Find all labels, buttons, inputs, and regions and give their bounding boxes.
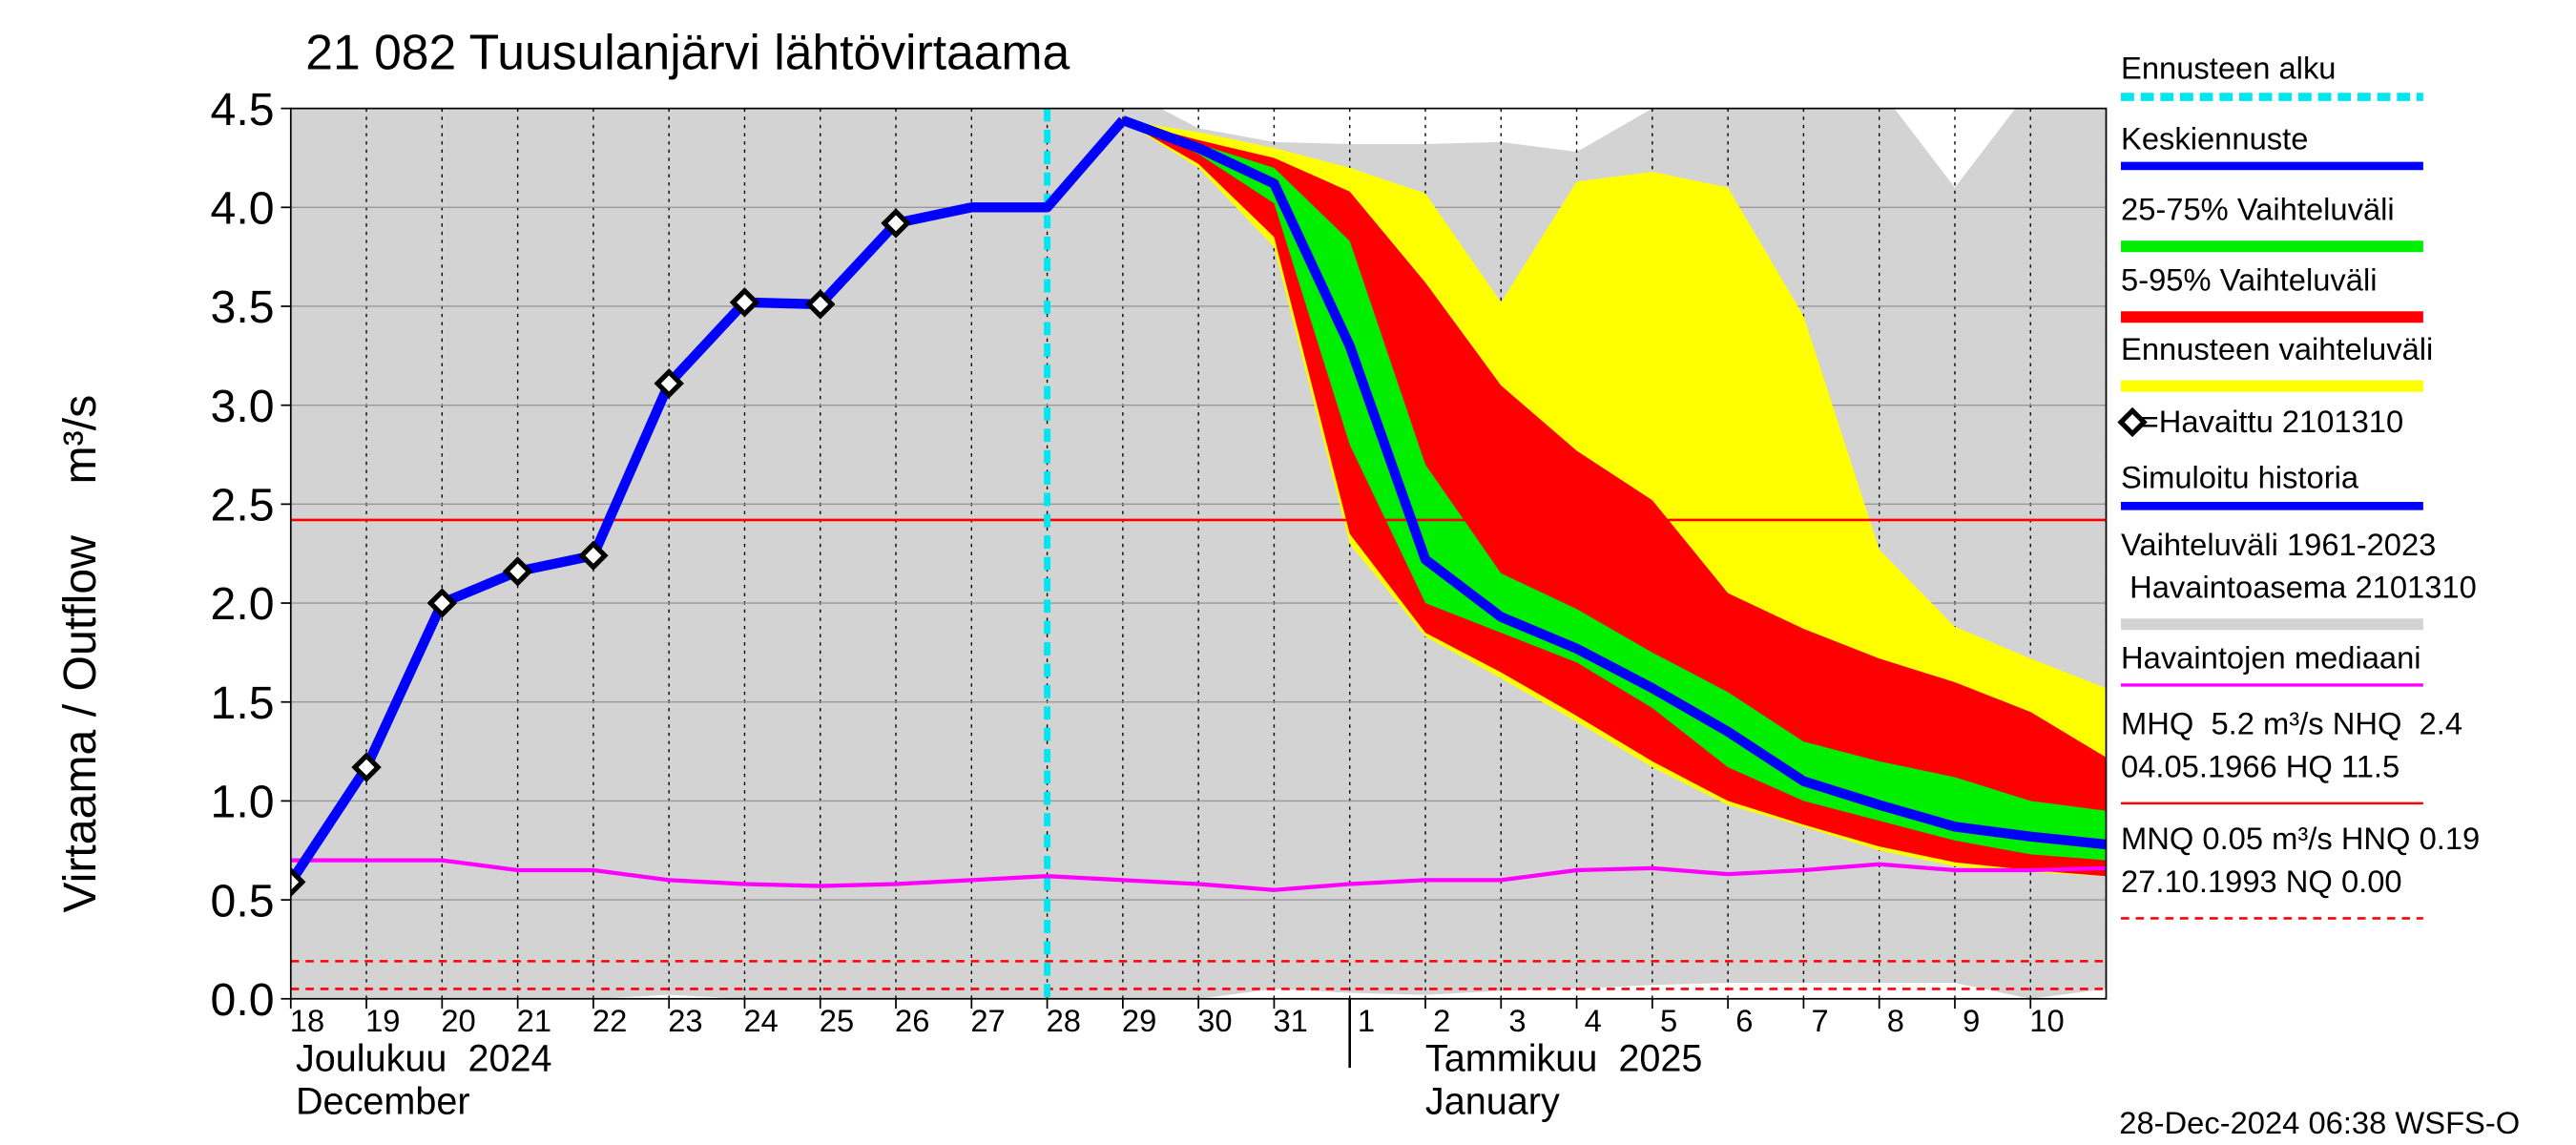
series-line [290, 116, 1127, 885]
month-label: Tammikuu 2025 [1425, 1038, 1703, 1080]
y-tick-label: 0.5 [211, 875, 275, 926]
y-axis-label: Virtaama / Outflow m³/s [54, 395, 106, 913]
y-tick-label: 1.5 [211, 677, 275, 729]
month-label: Joulukuu 2024 [296, 1038, 552, 1080]
x-tick-label: 28 [1047, 1003, 1081, 1038]
x-tick-label: 4 [1585, 1003, 1602, 1038]
x-tick-label: 8 [1887, 1003, 1904, 1038]
x-tick-label: 10 [2029, 1003, 2064, 1038]
month-label: January [1425, 1080, 1560, 1122]
forecast-band [1122, 120, 2107, 861]
x-tick-label: 26 [895, 1003, 929, 1038]
legend-label: =Havaittu 2101310 [2141, 404, 2404, 439]
series-line [290, 858, 2107, 892]
legend-label: 5-95% Vaihteluväli [2121, 262, 2377, 298]
observed-point [351, 752, 382, 782]
x-tick-label: 6 [1735, 1003, 1753, 1038]
legend-label: Havaintoasema 2101310 [2121, 570, 2477, 605]
legend-label: 27.10.1993 NQ 0.00 [2121, 864, 2402, 899]
observed-point [881, 208, 911, 239]
x-tick-label: 30 [1197, 1003, 1232, 1038]
observed-point [502, 556, 533, 587]
x-tick-label: 5 [1660, 1003, 1677, 1038]
observed-point [805, 289, 836, 320]
x-tick-label: 20 [441, 1003, 475, 1038]
month-label: December [296, 1080, 470, 1122]
footer: 28-Dec-2024 06:38 WSFS-O [2119, 1105, 2520, 1140]
plot-area [290, 108, 2107, 999]
x-tick-label: 2 [1433, 1003, 1450, 1038]
x-tick-label: 24 [743, 1003, 778, 1038]
series-line [1121, 115, 2107, 850]
x-tick-label: 22 [592, 1003, 627, 1038]
observed-point [578, 540, 609, 571]
observed-point [290, 866, 306, 898]
chart-title: 21 082 Tuusulanjärvi lähtövirtaama [305, 24, 1070, 79]
x-tick-label: 9 [1963, 1003, 1980, 1038]
x-tick-label: 23 [668, 1003, 702, 1038]
y-tick-label: 2.5 [211, 480, 275, 531]
legend-swatch [2117, 406, 2148, 438]
x-tick-label: 1 [1358, 1003, 1375, 1038]
x-tick-label: 21 [517, 1003, 551, 1038]
legend-label: Vaihteluväli 1961-2023 [2121, 527, 2436, 562]
legend-label: MNQ 0.05 m³/s HNQ 0.19 [2121, 821, 2480, 856]
y-tick-label: 2.0 [211, 578, 275, 630]
x-tick-label: 7 [1812, 1003, 1829, 1038]
legend-label: Keskiennuste [2121, 121, 2308, 156]
observed-point [729, 287, 760, 318]
observed-point [654, 368, 684, 399]
x-tick-label: 31 [1273, 1003, 1307, 1038]
x-tick-label: 27 [970, 1003, 1005, 1038]
legend-label: Simuloitu historia [2121, 459, 2359, 494]
legend-label: 25-75% Vaihteluväli [2121, 192, 2395, 227]
legend-label: MHQ 5.2 m³/s NHQ 2.4 [2121, 706, 2462, 741]
x-tick-label: 29 [1122, 1003, 1156, 1038]
x-tick-label: 19 [365, 1003, 400, 1038]
x-tick-label: 25 [820, 1003, 854, 1038]
y-tick-label: 4.0 [211, 183, 275, 235]
y-tick-label: 3.5 [211, 281, 275, 333]
x-tick-label: 3 [1508, 1003, 1526, 1038]
y-tick-label: 4.5 [211, 84, 275, 135]
observed-point [426, 588, 458, 618]
legend-label: Ennusteen vaihteluväli [2121, 331, 2433, 366]
legend-label: Havaintojen mediaani [2121, 640, 2421, 676]
legend-label: Ennusteen alku [2121, 51, 2336, 86]
legend-label: 04.05.1966 HQ 11.5 [2121, 748, 2399, 783]
y-tick-label: 1.0 [211, 777, 275, 828]
x-tick-label: 18 [290, 1003, 324, 1038]
y-tick-label: 3.0 [211, 381, 275, 432]
y-tick-label: 0.0 [211, 974, 275, 1026]
